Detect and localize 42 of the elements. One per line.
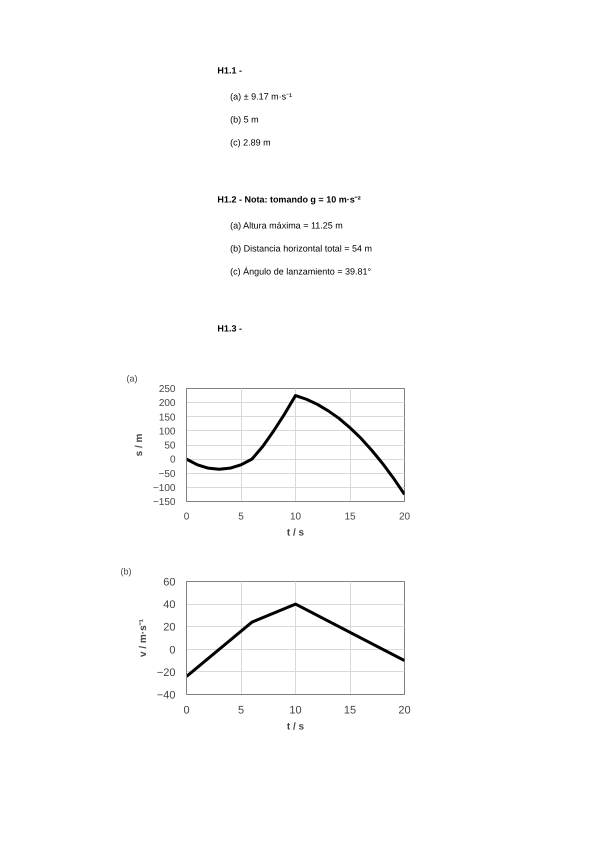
- x-tick-label: 0: [183, 704, 190, 716]
- x-tick-label: 15: [344, 704, 356, 716]
- line-series: [186, 394, 404, 496]
- y-tick-label: −20: [156, 666, 176, 679]
- text: (b) 5 m: [230, 114, 259, 124]
- y-tick-label: −40: [156, 690, 176, 702]
- x-tick-label: 15: [344, 512, 356, 522]
- y-tick-label: 40: [163, 599, 176, 612]
- x-axis-title: t / s: [286, 722, 305, 732]
- chart-title: (b): [120, 566, 132, 576]
- y-tick-label: −50: [158, 468, 176, 480]
- text: H1.3 -: [217, 324, 242, 334]
- y-axis-title: s / m: [134, 434, 145, 456]
- text: H1.1 -: [217, 66, 242, 76]
- y-tick-label: −100: [152, 482, 176, 494]
- y-tick-label: 60: [163, 576, 176, 588]
- text: H1.2 - Nota: tomando g = 10 m·s⁻²: [217, 194, 361, 204]
- y-axis-title: v / m·s⁻¹: [138, 618, 149, 658]
- y-tick-label: −150: [152, 497, 176, 508]
- x-tick-label: 5: [238, 512, 244, 522]
- y-tick-label: 150: [158, 412, 176, 424]
- x-tick-label: 20: [398, 512, 410, 522]
- y-tick-label: 20: [163, 622, 176, 634]
- x-tick-label: 10: [289, 704, 302, 716]
- y-tick-label: 200: [158, 398, 176, 410]
- text: (b) Distancia horizontal total = 54 m: [230, 244, 372, 254]
- line-series: [186, 602, 404, 678]
- y-tick-label: 0: [170, 454, 176, 466]
- y-tick-label: 250: [158, 384, 176, 395]
- x-tick-label: 0: [184, 512, 190, 522]
- text: (c) Ángulo de lanzamiento = 39.81°: [230, 266, 372, 276]
- x-tick-label: 10: [290, 512, 302, 522]
- x-tick-label: 5: [238, 704, 244, 716]
- chart-title: (a): [126, 374, 138, 384]
- text: (c) 2.89 m: [230, 138, 271, 148]
- y-tick-label: 0: [169, 644, 176, 656]
- y-tick-label: 100: [158, 426, 176, 438]
- y-tick-label: 50: [164, 440, 176, 452]
- x-tick-label: 20: [398, 704, 411, 716]
- text: (a) Altura máxima = 11.25 m: [230, 220, 343, 230]
- x-axis-title: t / s: [286, 528, 305, 538]
- text: (a) ± 9.17 m·s⁻¹: [230, 92, 292, 102]
